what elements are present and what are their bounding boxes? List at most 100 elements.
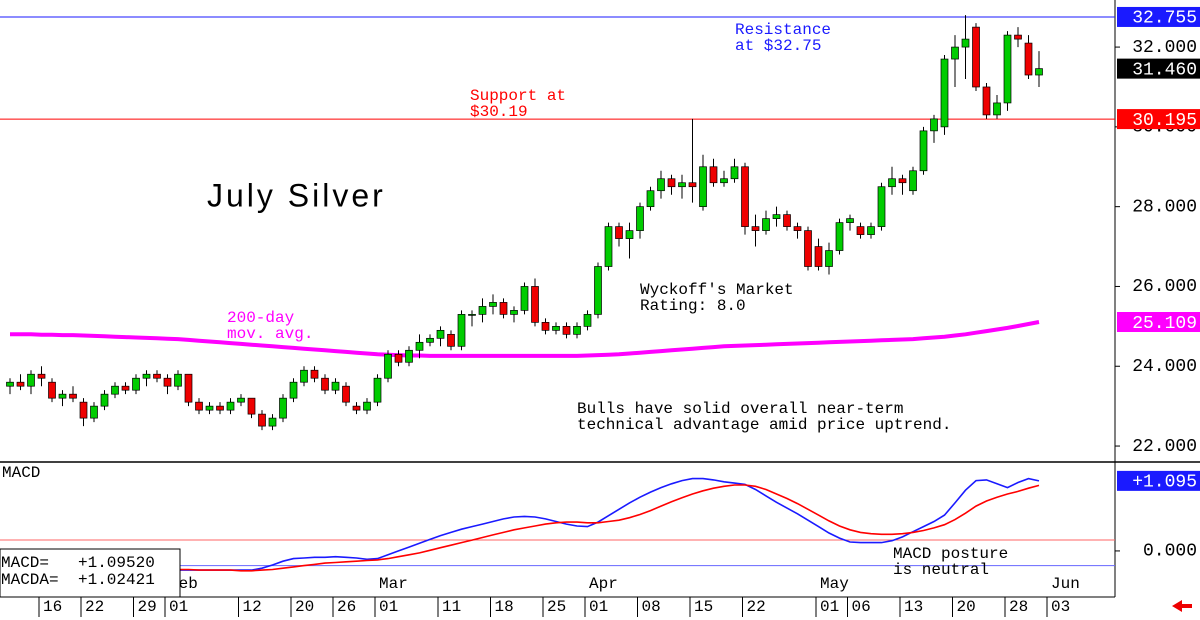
candle-body xyxy=(961,38,970,48)
candle-body xyxy=(825,250,833,267)
annotation: $30.19 xyxy=(470,103,528,121)
annotation: Support at xyxy=(470,87,566,105)
candle-body xyxy=(657,178,665,192)
candle-body xyxy=(762,218,770,231)
readout-box xyxy=(0,548,181,598)
x-tick-label: 08 xyxy=(642,598,661,616)
candle-body xyxy=(258,413,266,427)
x-tick-label: 25 xyxy=(547,598,566,616)
candle-body xyxy=(730,166,739,180)
level-box xyxy=(1117,6,1200,27)
level-label: +1.095 xyxy=(1132,473,1197,493)
candle-body xyxy=(804,230,812,267)
y-tick-label: 24.000 xyxy=(1132,357,1197,377)
x-tick-label: 22 xyxy=(747,598,766,616)
x-tick-label: 28 xyxy=(1009,598,1028,616)
candle-body xyxy=(993,102,1001,116)
candle-body xyxy=(289,381,298,399)
month-label: Jun xyxy=(1051,575,1080,593)
x-tick-label: 20 xyxy=(295,598,314,616)
candle-body xyxy=(132,377,140,391)
candle-body xyxy=(541,322,550,331)
candle-body xyxy=(352,405,361,411)
candle-body xyxy=(667,178,676,188)
level-label: 31.460 xyxy=(1132,60,1197,80)
level-label: 32.755 xyxy=(1132,9,1197,29)
candle-body xyxy=(1003,34,1012,104)
candle-body xyxy=(1024,42,1033,76)
y-tick-label: 26.000 xyxy=(1132,277,1197,297)
readout-name: MACDA= xyxy=(1,571,59,589)
annotation: technical advantage amid price uptrend. xyxy=(577,416,951,434)
x-tick-label: 01 xyxy=(589,598,608,616)
level-box xyxy=(1117,109,1200,130)
candle-body xyxy=(741,166,749,227)
candle-body xyxy=(457,314,466,347)
candle-body xyxy=(583,314,592,327)
x-tick-label: 20 xyxy=(957,598,976,616)
candle-body xyxy=(1035,68,1043,76)
y-tick-label: 28.000 xyxy=(1132,197,1197,217)
candle-body xyxy=(751,226,760,231)
candle-body xyxy=(426,337,434,343)
candle-body xyxy=(615,226,623,239)
candle-body xyxy=(331,381,340,391)
candle-body xyxy=(699,166,707,208)
candle-body xyxy=(688,182,697,188)
annotation: mov. avg. xyxy=(227,325,313,343)
readout-name: MACD= xyxy=(1,554,49,572)
candle-body xyxy=(405,349,413,363)
x-tick-label: 01 xyxy=(820,598,839,616)
candle-body xyxy=(489,302,497,307)
candle-body xyxy=(646,190,655,208)
candle-body xyxy=(237,397,245,403)
candle-body xyxy=(499,302,508,315)
x-tick-label: 06 xyxy=(852,598,871,616)
series-line xyxy=(10,320,1040,358)
candle-body xyxy=(835,222,844,251)
x-tick-label: 12 xyxy=(243,598,262,616)
x-tick-label: 16 xyxy=(43,598,62,616)
candle-body xyxy=(142,373,151,379)
x-tick-label: 29 xyxy=(138,598,157,616)
annotation: at $32.75 xyxy=(735,37,821,55)
annotation: MACD posture xyxy=(893,545,1008,563)
x-tick-label: 01 xyxy=(379,598,398,616)
candle-body xyxy=(562,326,571,335)
candle-body xyxy=(48,381,56,399)
candle-body xyxy=(415,341,424,351)
annotation: Resistance xyxy=(735,21,831,39)
level-box xyxy=(1117,470,1200,491)
candle-body xyxy=(856,226,865,235)
candle-body xyxy=(121,385,130,391)
annotation: Wyckoff's Market xyxy=(640,281,794,299)
x-tick-label: 01 xyxy=(169,598,188,616)
candle-body xyxy=(6,381,14,387)
candle-body xyxy=(69,393,77,399)
readout-value: +1.09520 xyxy=(78,554,155,572)
x-tick-label: 13 xyxy=(904,598,923,616)
candle-body xyxy=(552,326,560,331)
candle-body xyxy=(783,214,791,227)
candle-body xyxy=(909,170,917,192)
candle-body xyxy=(100,393,109,407)
candle-body xyxy=(447,333,455,347)
candle-body xyxy=(363,401,371,411)
candle-body xyxy=(846,218,854,223)
candle-body xyxy=(184,373,193,403)
candle-body xyxy=(216,405,224,411)
candle-body xyxy=(636,206,644,231)
candle-body xyxy=(1014,34,1022,40)
candle-body xyxy=(342,385,350,403)
candle-body xyxy=(877,186,886,227)
candle-body xyxy=(888,178,896,188)
candle-body xyxy=(174,373,182,387)
candle-body xyxy=(436,329,445,339)
x-tick-label: 22 xyxy=(85,598,104,616)
candle-body xyxy=(300,369,308,383)
annotation: 200-day xyxy=(227,309,295,327)
chart-title: July Silver xyxy=(207,177,386,213)
candle-body xyxy=(604,226,613,267)
annotation: is neutral xyxy=(893,561,989,579)
month-label: Mar xyxy=(379,575,408,593)
